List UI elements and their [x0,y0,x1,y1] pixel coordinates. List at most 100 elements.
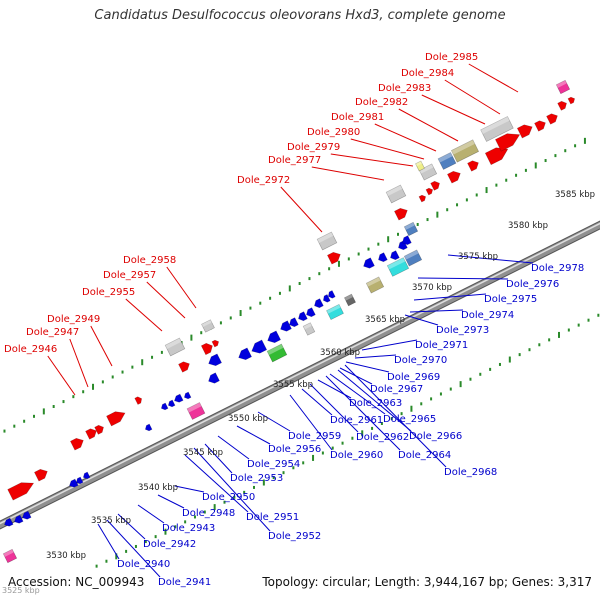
gray-feature-box [201,319,215,333]
reverse-gene-label: Dole_2976 [506,279,559,290]
leader-line [330,153,414,167]
cyan-feature-box [326,303,344,321]
khaki-feature-box [450,139,480,163]
leader-line [413,293,487,301]
leader-line [354,354,397,359]
reverse-gene-label: Dole_2969 [387,372,440,383]
reverse-gene-label: Dole_2964 [398,450,451,461]
reverse-gene-label: Dole_2967 [370,384,423,395]
khaki-feature-box [365,276,385,294]
leader-line [329,373,386,415]
gray-feature-box [164,337,186,357]
yellow-feature-box [415,160,425,172]
leader-line [125,298,163,332]
reverse-gene-label: Dole_2952 [268,531,321,542]
forward-cds-arrow [446,170,461,184]
reverse-cds-arrow [267,330,282,344]
cyan-feature-box [386,257,410,277]
reverse-cds-arrow [22,510,32,520]
reverse-gene-labels: Dole_2941 Dole_2940 Dole_2942 Dole_2943 Dole… [117,263,584,588]
reverse-cds-arrow [82,471,91,480]
forward-cds-arrow [7,482,35,501]
reverse-gene-label: Dole_2965 [383,414,436,425]
reverse-cds-arrow [4,517,14,527]
leader-line [289,394,333,451]
reverse-gene-label: Dole_2940 [117,559,170,570]
reverse-gene-label: Dole_2960 [330,450,383,461]
scale-label: 3540 kbp [138,483,178,493]
forward-cds-arrow [567,96,576,105]
reverse-gene-label: Dole_2941 [158,577,211,588]
forward-cds-arrow [33,468,48,482]
map-title: Candidatus Desulfococcus oleovorans Hxd3… [94,8,506,23]
reverse-cds-arrow [298,311,308,322]
genome-summary-text: Topology: circular; Length: 3,944,167 bp… [262,575,592,589]
forward-cds-arrow [134,396,143,405]
magenta-feature-box [555,79,571,95]
scale-label: 3565 kbp [365,315,405,325]
reverse-gene-label: Dole_2962 [356,432,409,443]
forward-gene-label: Dole_2977 [268,155,321,166]
forward-cds-arrow [200,342,213,356]
forward-cds-arrow [178,361,190,373]
forward-gene-label: Dole_2946 [4,344,57,355]
scale-label: 3585 kbp [555,190,595,200]
leader-line [398,108,459,142]
reverse-gene-label: Dole_2953 [230,473,283,484]
leader-line [447,254,534,264]
leader-line [374,123,437,152]
scale-label: 3535 kbp [91,516,131,526]
scale-label: 3545 kbp [183,448,223,458]
reverse-cds-arrow [75,476,84,485]
reverse-cds-arrow [69,478,79,488]
leader-line [361,339,418,351]
leader-line [421,94,486,125]
leader-line [350,138,425,160]
leader-line [157,494,185,509]
forward-cds-arrow [393,207,408,221]
forward-gene-label: Dole_2979 [287,142,340,153]
forward-gene-label: Dole_2982 [355,97,408,108]
tick-marks [3,137,600,568]
genome-backbone [0,220,600,530]
forward-gene-label: Dole_2947 [26,327,79,338]
forward-label-leaders [47,63,519,396]
forward-gene-label: Dole_2981 [331,112,384,123]
reverse-cds-arrow [251,339,268,354]
reverse-gene-label: Dole_2951 [246,512,299,523]
forward-gene-label: Dole_2955 [82,287,135,298]
forward-cds-arrow [326,251,341,265]
forward-cds-arrow [69,437,84,451]
leader-line [257,411,291,432]
reverse-gene-label: Dole_2948 [182,508,235,519]
reverse-cds-arrow [306,307,316,318]
reverse-gene-label: Dole_2943 [162,523,215,534]
backbone-line [0,221,600,529]
reverse-cds-arrow [183,391,192,400]
leader-line [69,338,89,388]
leader-line [301,388,333,416]
leader-line [90,325,113,367]
forward-gene-labels: Dole_2946 Dole_2947 Dole_2949 Dole_2955 Dole… [4,52,478,355]
reverse-cds-arrow [378,252,388,263]
reverse-gene-label: Dole_2956 [268,444,321,455]
forward-gene-label: Dole_2984 [401,68,454,79]
reverse-cds-arrow [363,257,375,269]
scale-label: 3580 kbp [508,221,548,231]
forward-gene-label: Dole_2958 [123,255,176,266]
scale-label: 3555 kbp [273,380,313,390]
forward-gene-label: Dole_2972 [237,175,290,186]
reverse-gene-label: Dole_2974 [461,310,514,321]
leader-line [137,504,165,524]
leader-line [193,447,271,532]
reverse-gene-label: Dole_2978 [531,263,584,274]
magenta-feature-box [2,548,18,564]
reverse-cds-arrow [174,393,184,403]
reverse-cds-arrow [14,514,24,524]
leader-line [417,277,509,280]
reverse-gene-label: Dole_2961 [330,415,383,426]
reverse-cds-arrow [314,298,324,309]
green-feature-box [266,343,288,363]
leader-line [337,369,412,432]
